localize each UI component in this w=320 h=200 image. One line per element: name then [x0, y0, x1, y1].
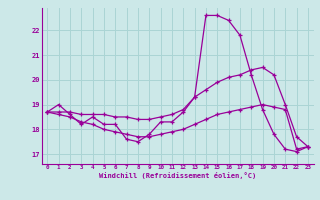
X-axis label: Windchill (Refroidissement éolien,°C): Windchill (Refroidissement éolien,°C) — [99, 172, 256, 179]
